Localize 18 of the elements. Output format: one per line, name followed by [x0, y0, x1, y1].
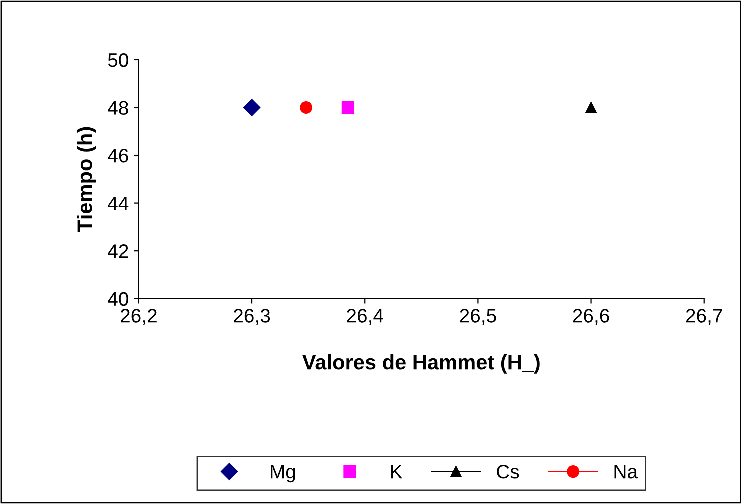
- legend-label: Cs: [497, 465, 520, 479]
- legend-label: Na: [614, 465, 638, 479]
- x-tick-label: 26,2: [121, 309, 157, 326]
- y-tick-label: 50: [108, 53, 128, 68]
- x-axis-title: Valores de Hammet (H_): [302, 354, 540, 374]
- y-tick-label: 48: [108, 101, 128, 115]
- y-tick-label: 42: [108, 244, 128, 258]
- y-tick-label: 40: [108, 292, 128, 306]
- y-tick-label: 46: [108, 149, 128, 163]
- y-axis-title: Tiempo (h): [77, 127, 96, 232]
- x-tick-label: 26,4: [347, 309, 384, 326]
- x-tick-label: 26,3: [234, 309, 270, 326]
- x-tick-label: 26,7: [686, 309, 722, 326]
- x-tick-label: 26,5: [460, 309, 496, 326]
- legend-label: Mg: [271, 465, 296, 483]
- y-tick-label: 44: [108, 196, 129, 210]
- legend-label: K: [391, 465, 403, 479]
- x-tick-label: 26,6: [573, 309, 610, 326]
